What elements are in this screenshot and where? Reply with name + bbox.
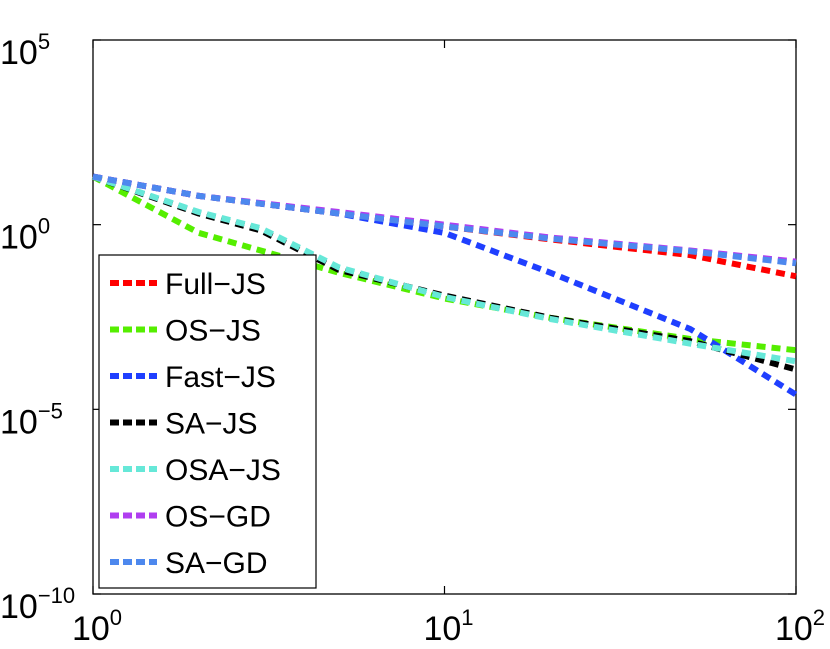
- legend-label-1: OS−JS: [165, 315, 261, 348]
- legend-label-0: Full−JS: [165, 268, 266, 301]
- tick-layer: 100 101 102 105 100 10−5 10−10: [0, 29, 825, 648]
- legend-label-4: OSA−JS: [165, 454, 281, 487]
- legend: Full−JS OS−JS Fast−JS SA−JS OSA−JS OS−GD SA−GD: [98, 254, 317, 589]
- legend-label-5: OS−GD: [165, 501, 271, 534]
- legend-box: [98, 254, 317, 589]
- y-tick-label-0: 105: [0, 29, 50, 72]
- legend-label-6: SA−GD: [165, 547, 268, 580]
- x-tick-label-2: 102: [775, 605, 825, 648]
- series-line-4: [92, 173, 797, 365]
- legend-label-2: Fast−JS: [165, 361, 276, 394]
- y-tick-label-1: 100: [0, 214, 50, 257]
- y-tick-label-2: 10−5: [0, 398, 63, 441]
- y-tick-label-3: 10−10: [0, 583, 75, 626]
- x-tick-label-0: 100: [72, 605, 122, 648]
- x-tick-label-1: 101: [423, 605, 473, 648]
- legend-label-3: SA−JS: [165, 408, 258, 441]
- series-layer: [91, 173, 798, 398]
- series-line-6: [92, 173, 797, 267]
